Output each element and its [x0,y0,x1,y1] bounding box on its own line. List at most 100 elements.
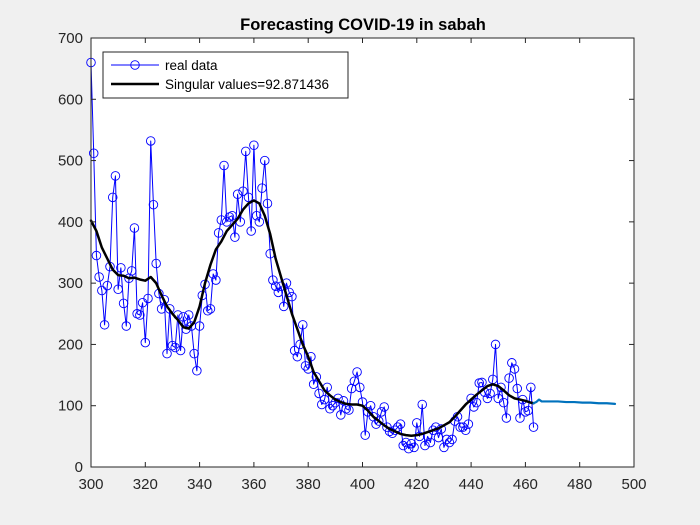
x-tick-label: 400 [350,476,375,493]
data-point [463,419,474,429]
data-point [91,250,102,261]
x-tick-label: 300 [78,476,103,493]
y-tick-label: 200 [58,336,83,353]
data-point [352,367,362,377]
data-point [460,425,471,435]
data-point [507,358,517,368]
data-point [107,192,118,203]
data-point [113,284,123,295]
data-point [102,280,113,291]
x-tick-label: 340 [187,476,212,493]
data-point [227,210,237,221]
data-point [490,339,501,350]
x-tick-label: 420 [404,476,429,493]
data-point [240,146,251,157]
data-point [401,437,411,448]
data-point [289,345,300,356]
data-point [167,340,178,351]
ticks-layer: 300 320 340 360 380 400 420 440 460 480 500 0 100 200… [58,30,647,493]
legend-swatch-marker [130,60,140,70]
data-point [164,304,175,314]
x-tick-label: 440 [459,476,484,493]
data-point [376,407,387,417]
data-point [528,422,539,432]
data-point [202,305,213,316]
data-point [192,366,202,376]
data-point [496,382,506,393]
data-point [409,442,419,453]
data-point [300,361,311,371]
y-tick-label: 100 [58,398,83,415]
data-point [170,342,180,353]
data-point [317,399,327,410]
data-point [279,301,289,312]
data-point [143,293,153,304]
data-point [403,443,414,454]
data-point [118,298,129,309]
data-point [216,215,227,225]
data-point [99,320,110,330]
data-point [425,437,436,448]
data-point [246,226,256,236]
data-point [298,320,308,330]
data-point [360,430,370,440]
data-point [526,382,536,393]
data-point [183,310,194,320]
data-point [249,140,259,150]
data-point [355,382,365,393]
data-point [327,400,338,411]
data-point [178,312,189,322]
data-point [523,405,533,416]
data-point [230,232,240,242]
data-point [221,217,232,227]
x-tick-label: 320 [133,476,158,493]
data-point [273,287,284,298]
data-point [135,310,145,320]
y-tick-label: 400 [58,214,83,231]
data-point [412,418,422,428]
data-point [325,404,335,414]
data-point [477,377,487,388]
data-point [292,351,303,362]
data-point [498,397,509,408]
data-point [262,198,273,209]
data-point [140,337,151,348]
data-point [110,171,121,181]
data-point [515,413,525,423]
data-point [444,437,455,448]
data-point [441,434,452,445]
y-tick-label: 700 [58,30,83,47]
data-point [88,148,99,158]
legend-label: real data [165,58,218,73]
data-point [129,223,140,233]
data-point [213,228,224,238]
data-point [471,397,482,408]
data-point [189,348,199,359]
series-line-2 [532,398,617,405]
legend: real data Singular values=92.871436 [102,51,349,99]
data-point [314,388,324,399]
data-point [181,324,191,334]
data-point [238,186,248,196]
data-point [379,402,389,412]
data-point [365,400,376,411]
data-point [485,388,495,399]
data-point [270,281,281,291]
y-tick-label: 600 [58,91,83,108]
chart-title: Forecasting COVID-19 in sabah [240,16,486,34]
data-point [116,263,126,273]
data-point [344,405,354,415]
x-tick-label: 460 [513,476,538,493]
data-point [162,348,172,359]
data-point [311,372,322,382]
data-point [97,285,107,296]
x-tick-label: 500 [621,476,646,493]
x-tick-label: 380 [296,476,321,493]
data-point [420,440,430,451]
data-point [251,210,262,221]
data-point [417,399,427,410]
legend-label: Singular values=92.871436 [165,77,329,92]
data-point [504,373,514,383]
data-point [512,383,523,394]
